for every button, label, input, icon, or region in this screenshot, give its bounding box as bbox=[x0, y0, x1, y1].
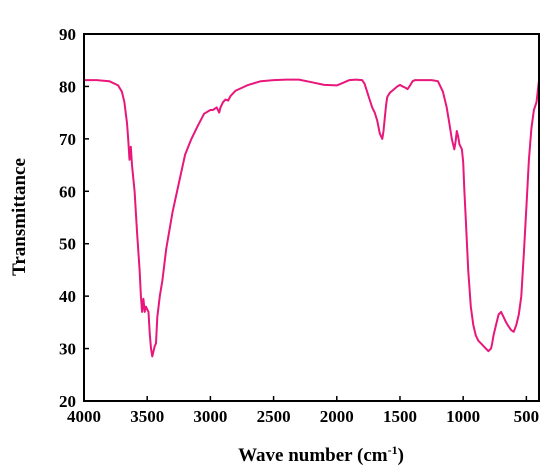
tick-labels: 4000 3500 3000 2500 2000 1500 1000 500 20 30 40 50 6… bbox=[59, 25, 539, 426]
y-tick-label: 50 bbox=[59, 235, 76, 254]
y-tick-label: 20 bbox=[59, 392, 76, 411]
y-tick-label: 80 bbox=[59, 77, 76, 96]
y-tick-label: 40 bbox=[59, 287, 76, 306]
x-tick-label: 3000 bbox=[193, 407, 227, 426]
y-tick-label: 60 bbox=[59, 182, 76, 201]
x-tick-label: 1500 bbox=[383, 407, 417, 426]
x-tick-label: 3500 bbox=[130, 407, 164, 426]
y-tick-label: 70 bbox=[59, 130, 76, 149]
x-tick-label: 4000 bbox=[67, 407, 101, 426]
y-tick-label: 30 bbox=[59, 340, 76, 359]
x-axis-title-main: Wave number (cm bbox=[238, 445, 388, 466]
y-axis-title: Transmittance bbox=[9, 158, 30, 276]
x-axis-title: Wave number (cm-1) bbox=[238, 443, 404, 466]
plot-area-frame bbox=[83, 33, 540, 402]
x-tick-label: 1000 bbox=[446, 407, 480, 426]
x-tick-label: 500 bbox=[514, 407, 540, 426]
x-tick-label: 2000 bbox=[320, 407, 354, 426]
y-tick-label: 90 bbox=[59, 25, 76, 44]
x-tick-label: 2500 bbox=[257, 407, 291, 426]
x-axis-title-superscript: -1 bbox=[388, 443, 398, 457]
x-axis-title-close: ) bbox=[398, 445, 404, 466]
series-layer bbox=[83, 78, 540, 358]
spectrum-line bbox=[83, 78, 540, 358]
